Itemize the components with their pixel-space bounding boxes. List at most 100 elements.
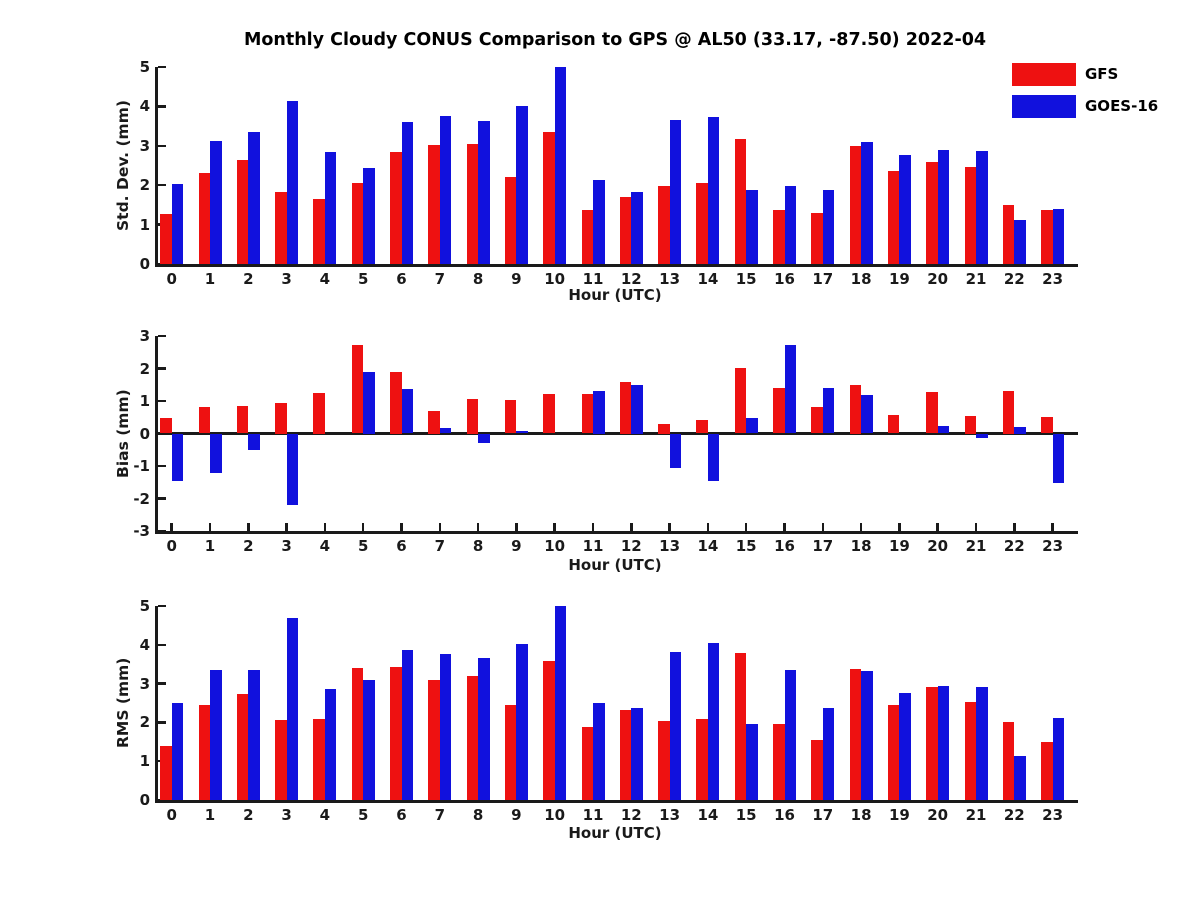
y-tick-label-2: 2 (139, 359, 150, 378)
y-tick-label-0: 0 (139, 791, 150, 809)
x-tick-label-17: 17 (812, 806, 834, 824)
bar-gfs-hour-7 (428, 680, 440, 800)
x-tick-label-21: 21 (965, 806, 987, 824)
bar-goes-16-hour-5 (363, 371, 375, 434)
x-tick-label-22: 22 (1003, 270, 1025, 288)
bar-goes-16-hour-15 (746, 724, 758, 800)
x-tick-10 (553, 523, 556, 531)
bar-gfs-hour-9 (504, 705, 517, 800)
y-tick-4 (158, 105, 166, 108)
bar-goes-16-hour-6 (401, 649, 413, 800)
x-tick-20 (936, 523, 939, 531)
y-tick-3 (158, 144, 166, 148)
bar-gfs-hour-6 (390, 667, 402, 800)
bar-gfs-hour-19 (887, 414, 900, 434)
y-tick-label-1: 1 (139, 215, 150, 234)
y-tick-3 (158, 682, 166, 685)
bar-gfs-hour-16 (773, 210, 785, 264)
bar-gfs-hour-21 (964, 167, 976, 264)
bar-goes-16-hour-22 (1014, 427, 1026, 434)
bar-gfs-hour-8 (466, 399, 479, 434)
y-tick-4 (158, 643, 166, 647)
x-tick-label-12: 12 (620, 537, 642, 555)
bar-goes-16-hour-23 (1052, 433, 1065, 483)
bar-gfs-hour-1 (198, 705, 210, 800)
stddev-x-axis-label: Hour (UTC) (568, 286, 662, 304)
bar-gfs-hour-6 (390, 371, 402, 434)
x-tick-label-23: 23 (1042, 806, 1064, 824)
x-tick-11 (591, 523, 595, 531)
y-tick-5 (158, 65, 166, 69)
bar-gfs-hour-23 (1041, 742, 1053, 800)
bar-gfs-hour-7 (428, 410, 440, 434)
bar-gfs-hour-10 (543, 661, 555, 800)
bar-goes-16-hour-17 (822, 189, 835, 264)
y-tick-1 (158, 399, 166, 403)
x-tick-label-0: 0 (166, 537, 177, 555)
x-tick-9 (515, 523, 518, 531)
bar-gfs-hour-22 (1002, 391, 1015, 434)
x-tick-label-12: 12 (620, 806, 642, 824)
bias-plot-area: 3 2 1 0 -1 -2 -3 0 1 2 3 4 5 6 7 8 9 10 11 12 13 14 15 16 17 18 19… (133, 327, 1078, 555)
y-tick--3 (158, 529, 166, 533)
legend-swatch-gfs (1012, 63, 1076, 86)
x-tick-label-21: 21 (965, 537, 987, 555)
bar-goes-16-hour-12 (631, 192, 643, 264)
x-tick-3 (285, 523, 288, 531)
rms-x-axis-label: Hour (UTC) (568, 824, 662, 842)
y-tick-label-3: 3 (139, 674, 150, 693)
x-tick-label-0: 0 (166, 806, 177, 824)
bar-goes-16-hour-2 (248, 670, 260, 800)
x-tick-label-13: 13 (659, 537, 681, 555)
bar-goes-16-hour-23 (1052, 718, 1065, 800)
y-tick-label-3: 3 (139, 327, 150, 345)
bar-gfs-hour-7 (428, 144, 440, 264)
bar-goes-16-hour-3 (286, 433, 299, 505)
bar-gfs-hour-5 (351, 668, 364, 800)
y-tick-label--3: -3 (133, 522, 150, 540)
bar-gfs-hour-15 (734, 138, 747, 264)
bar-gfs-hour-3 (275, 191, 287, 264)
bar-goes-16-hour-19 (899, 693, 911, 800)
x-tick-label-1: 1 (204, 537, 216, 555)
bar-goes-16-hour-7 (439, 653, 452, 800)
x-tick-0 (170, 523, 173, 531)
chart-title: Monthly Cloudy CONUS Comparison to GPS @… (243, 30, 987, 50)
y-tick-label-4: 4 (139, 97, 150, 116)
bar-gfs-hour-3 (275, 720, 287, 800)
x-tick-label-16: 16 (774, 537, 795, 555)
bar-gfs-hour-19 (887, 171, 900, 264)
bar-goes-16-hour-7 (439, 427, 452, 434)
bar-goes-16-hour-19 (899, 155, 911, 264)
bar-gfs-hour-12 (619, 381, 632, 434)
x-tick-1 (208, 523, 212, 531)
x-tick-label-5: 5 (357, 270, 369, 288)
y-tick-0 (158, 262, 166, 266)
x-tick-label-15: 15 (735, 270, 757, 288)
y-tick-label-0: 0 (139, 255, 150, 273)
bar-goes-16-hour-21 (976, 687, 988, 800)
x-tick-19 (898, 523, 901, 531)
bar-goes-16-hour-23 (1052, 208, 1065, 264)
bar-goes-16-hour-5 (363, 167, 375, 264)
x-tick-label-20: 20 (927, 806, 949, 824)
bar-gfs-hour-14 (696, 420, 708, 434)
bar-goes-16-hour-3 (286, 101, 299, 264)
x-tick-label-19: 19 (888, 806, 910, 824)
x-tick-label-14: 14 (697, 537, 719, 555)
legend-label-goes16: GOES-16 (1085, 97, 1159, 115)
bar-gfs-hour-15 (734, 652, 747, 800)
y-tick-label--2: -2 (133, 489, 150, 508)
bar-gfs-hour-0 (160, 746, 172, 800)
x-tick-label-22: 22 (1003, 806, 1025, 824)
x-tick-label-14: 14 (697, 806, 719, 824)
bar-goes-16-hour-8 (478, 657, 490, 800)
x-tick-17 (821, 523, 825, 531)
bar-goes-16-hour-7 (439, 115, 452, 264)
bar-gfs-hour-13 (658, 185, 670, 264)
x-tick-label-23: 23 (1042, 537, 1064, 555)
y-tick-0 (158, 798, 166, 802)
bar-goes-16-hour-13 (669, 433, 682, 468)
x-tick-13 (668, 523, 671, 531)
bar-goes-16-hour-0 (171, 184, 184, 264)
